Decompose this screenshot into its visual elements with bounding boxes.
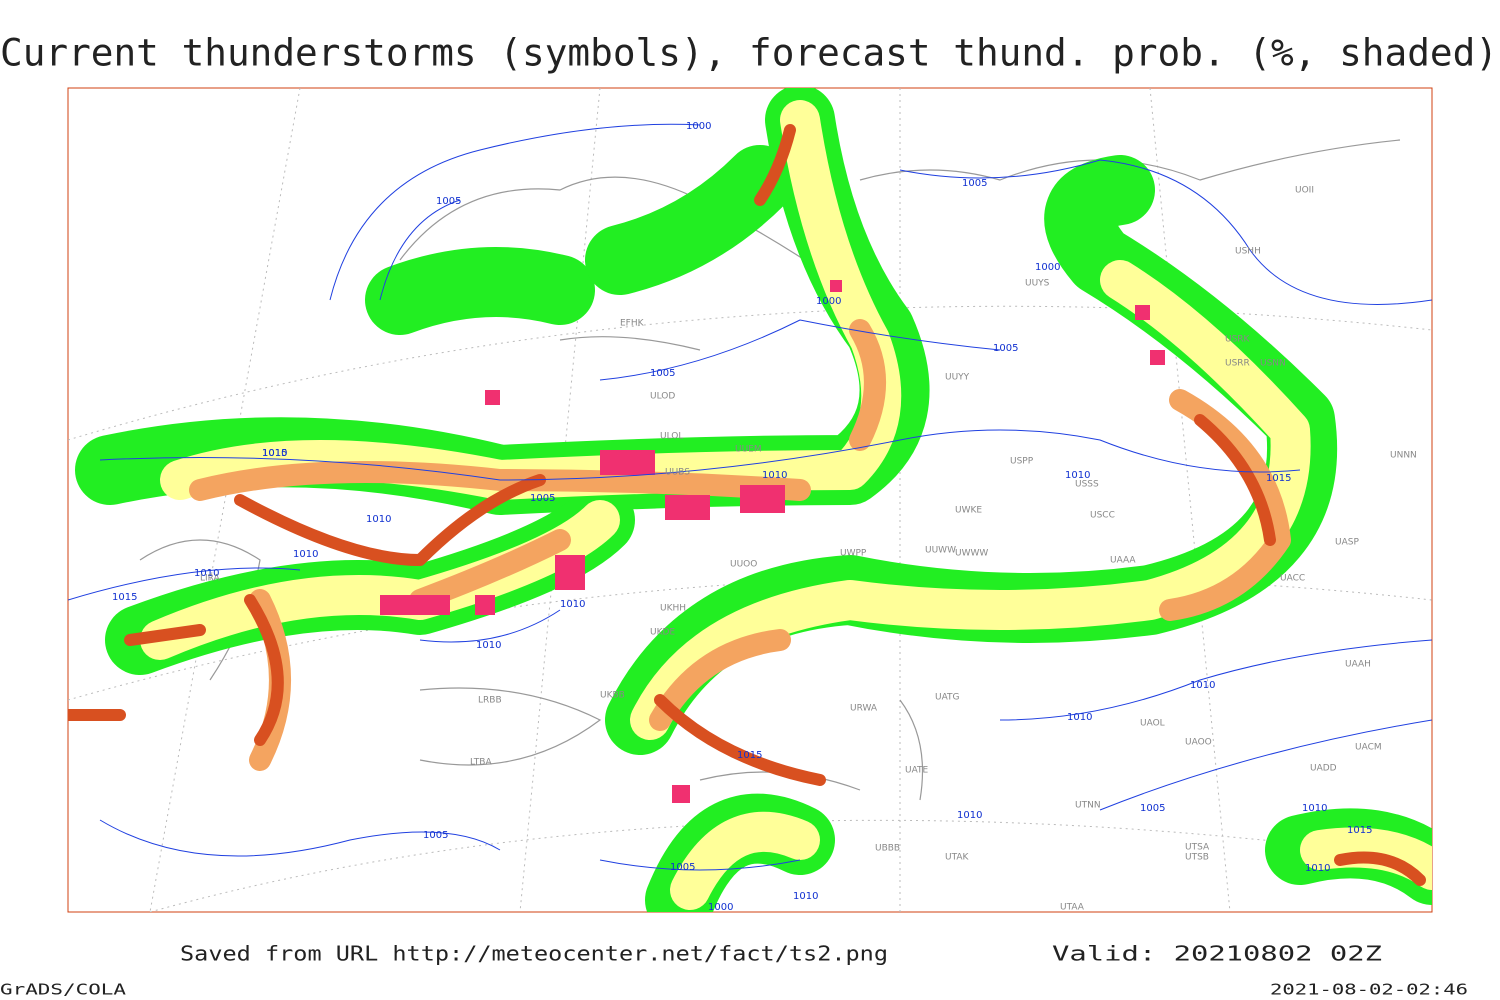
valid-time: Valid: 20210802 02Z (1052, 942, 1382, 966)
station-label: USPP (1010, 457, 1034, 467)
station-label: USHH (1235, 247, 1261, 257)
station-label: UADD (1310, 764, 1337, 774)
isobar-label: 1015 (112, 592, 137, 603)
title: Current thunderstorms (symbols), forecas… (0, 32, 1498, 75)
station-label: UUEM (735, 445, 762, 455)
station-label: UUYY (945, 373, 970, 383)
isobar-label: 1005 (436, 196, 461, 207)
isobar-label: 1010 (793, 891, 818, 902)
station-label: UAAH (1345, 660, 1371, 670)
isobar-label: 1015 (1347, 825, 1372, 836)
isobar-label: 1010 (1190, 680, 1215, 691)
isobar-label: 1005 (423, 830, 448, 841)
station-label: UUYS (1025, 279, 1050, 289)
isobar-label: 1005 (650, 368, 675, 379)
station-label: USCC (1090, 511, 1115, 521)
station-label: LRBB (478, 696, 502, 706)
isobar-label: 1000 (816, 296, 841, 307)
station-label: URWA (850, 704, 878, 714)
isobar-label: 1010 (560, 599, 585, 610)
station-label: USRR (1225, 359, 1250, 369)
station-label: UTNN (1075, 801, 1101, 811)
isobar-label: 1005 (670, 862, 695, 873)
station-label: UOII (1295, 186, 1314, 196)
station-label: UUBS (665, 468, 690, 478)
station-label: UNNN (1390, 451, 1417, 461)
station-label: USSS (1075, 480, 1099, 490)
timestamp: 2021-08-02-02:46 (1270, 981, 1468, 999)
station-label: UAOO (1185, 738, 1212, 748)
station-label: UATG (935, 693, 960, 703)
thunderstorm-symbols (380, 280, 1165, 803)
station-label: UACC (1280, 574, 1305, 584)
station-label: UUWW (925, 546, 956, 556)
station-label: ULOL (660, 432, 683, 442)
isobar-label: 1015 (1266, 473, 1291, 484)
isobar-label: 1010 (293, 549, 318, 560)
station-label: USNN (1260, 359, 1286, 369)
isobar-label: 1010 (1302, 803, 1327, 814)
station-label: UTSB (1185, 853, 1209, 863)
isobar-label: 1000 (686, 121, 711, 132)
station-label: UWKE (955, 506, 982, 516)
isobar-labels: 1000100510051000100010051005101010151005… (112, 121, 1372, 913)
isobar-label: 1010 (957, 810, 982, 821)
isobars (68, 123, 1432, 871)
station-label: EFHK (620, 319, 645, 329)
station-label: UWWW (955, 549, 988, 559)
station-label: UTSA (1185, 843, 1210, 853)
software: GrADS/COLA (0, 981, 126, 999)
station-label: UBBB (875, 844, 900, 854)
station-label: UKHH (660, 604, 686, 614)
isobar-label: 1010 (262, 448, 287, 459)
station-label: UUOO (730, 560, 757, 570)
station-label: UATE (905, 766, 929, 776)
isobar-label: 1000 (1035, 262, 1060, 273)
isobar-label: 1010 (762, 470, 787, 481)
isobar-label: 1010 (476, 640, 501, 651)
isobar-label: 1015 (262, 448, 287, 459)
isobar-label: 1000 (708, 902, 733, 913)
station-label: LTBA (470, 758, 492, 768)
station-label: UKDE (650, 628, 675, 638)
isobar-label: 1015 (737, 750, 762, 761)
station-label: UAOL (1140, 719, 1165, 729)
map: 1000100510051000100010051005101010151005… (67, 87, 1433, 913)
station-label: UTAK (945, 853, 970, 863)
station-labels: EFHK ULOD ULOL UUEM UUBS UUWW UWPP UWKE UWWW USPP… (200, 186, 1417, 913)
isobar-label: 1005 (530, 493, 555, 504)
station-label: USRK (1225, 335, 1251, 345)
source-url: Saved from URL http://meteocenter.net/fa… (180, 942, 888, 966)
isobar-label: 1005 (993, 343, 1018, 354)
isobar-label: 1010 (1065, 470, 1090, 481)
station-label: UASP (1335, 538, 1359, 548)
station-label: ULOD (650, 392, 675, 402)
station-label: LIRA (200, 574, 221, 584)
isobar-label: 1005 (1140, 803, 1165, 814)
station-label: UACM (1355, 743, 1382, 753)
isobar-label: 1010 (366, 514, 391, 525)
station-label: UWPP (840, 549, 867, 559)
isobar-label: 1010 (1067, 712, 1092, 723)
station-label: UKBB (600, 691, 625, 701)
station-label: UAAA (1110, 556, 1136, 566)
station-label: UTAA (1060, 903, 1085, 913)
isobar-label: 1010 (194, 568, 219, 579)
isobar-label: 1005 (962, 178, 987, 189)
isobar-label: 1010 (1305, 863, 1330, 874)
